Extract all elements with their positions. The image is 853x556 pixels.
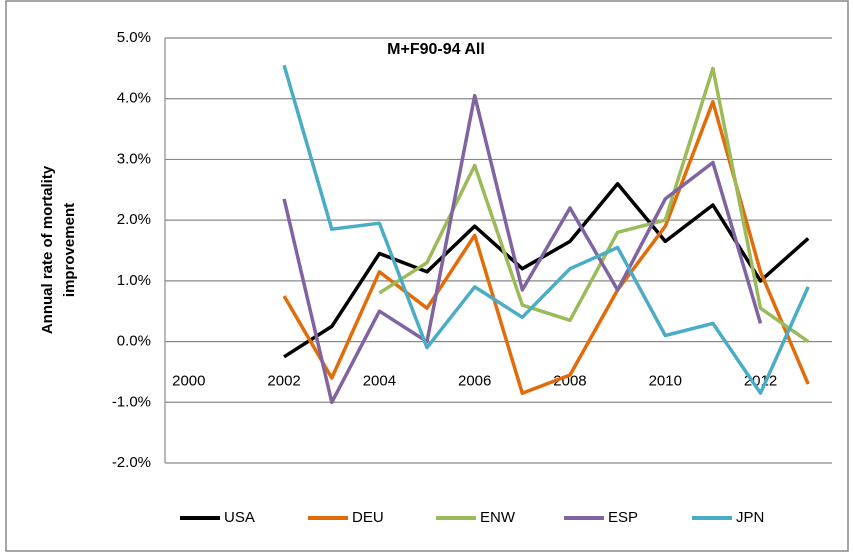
legend-label: DEU [352, 509, 384, 526]
legend-label: ESP [608, 509, 638, 526]
y-axis-label-line: Annual rate of mortality [39, 165, 56, 334]
y-axis-label: Annual rate of mortality improvement [39, 165, 78, 334]
y-tick-label: 4.0% [117, 90, 151, 107]
legend-label: JPN [736, 509, 764, 526]
y-axis-label-line: improvement [61, 203, 78, 297]
y-tick-label: 0.0% [117, 333, 151, 350]
x-tick-label: 2006 [458, 373, 491, 390]
series-line [283, 181, 810, 359]
x-tick-label: 2000 [172, 373, 205, 390]
legend-label: ENW [480, 509, 516, 526]
legend-label: USA [224, 509, 255, 526]
chart-frame [5, 0, 849, 552]
x-tick-label: 2004 [363, 373, 396, 390]
x-tick-label: 2010 [649, 373, 682, 390]
series-line [282, 64, 810, 395]
y-tick-label: 5.0% [117, 29, 151, 46]
series-line [282, 93, 763, 405]
y-tick-label: 3.0% [117, 150, 151, 167]
chart-title: M+F90-94 All [387, 41, 485, 58]
y-tick-label: 1.0% [117, 272, 151, 289]
series-line [282, 100, 810, 395]
y-tick-label: 2.0% [117, 211, 151, 228]
y-tick-label: -1.0% [112, 393, 151, 410]
x-tick-label: 2002 [267, 373, 300, 390]
y-tick-label: -2.0% [112, 454, 151, 471]
